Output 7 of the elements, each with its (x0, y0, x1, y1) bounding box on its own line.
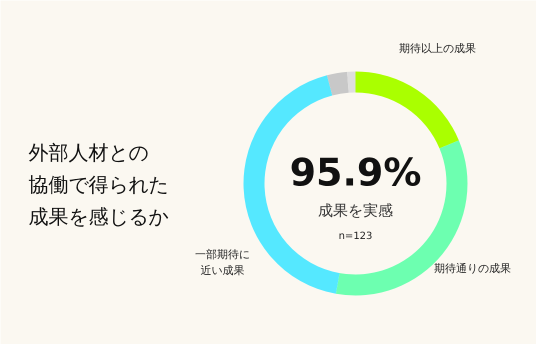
slice-label: 期待以上の成果 (399, 42, 476, 55)
slice-label: 一部期待に近い成果 (195, 248, 250, 277)
text: 95.9% (290, 150, 422, 194)
text: 成果を実感 (318, 202, 393, 220)
slice-label: 期待通りの成果 (434, 262, 511, 275)
text: n=123 (338, 231, 372, 242)
text: 外部人材との協働で得られた成果を感じるか (28, 140, 168, 228)
